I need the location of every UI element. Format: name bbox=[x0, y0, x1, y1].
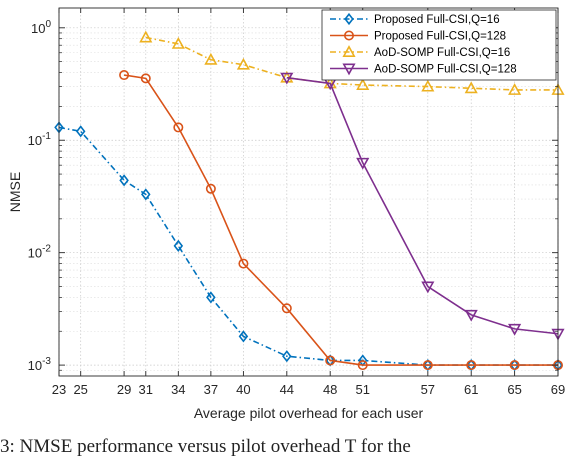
series-line bbox=[286, 76, 559, 335]
grid-minor bbox=[59, 32, 558, 371]
data-point bbox=[139, 30, 153, 43]
data-point bbox=[119, 174, 129, 187]
y-tick-label: 10-3 bbox=[28, 356, 52, 373]
data-point bbox=[282, 350, 292, 363]
data-point bbox=[356, 78, 370, 90]
y-tick-label: 10-1 bbox=[28, 131, 52, 148]
legend-marker bbox=[342, 63, 356, 76]
y-axis-label: NMSE bbox=[7, 172, 23, 212]
data-point bbox=[421, 79, 435, 92]
legend-label: AoD-SOMP Full-CSI,Q=128 bbox=[374, 64, 517, 76]
legend-label: Proposed Full-CSI,Q=16 bbox=[374, 14, 500, 26]
data-point bbox=[281, 303, 292, 314]
x-tick-label: 29 bbox=[117, 382, 131, 397]
data-point bbox=[141, 188, 151, 201]
data-point bbox=[421, 281, 435, 294]
data-point bbox=[206, 291, 216, 304]
x-tick-label: 34 bbox=[171, 382, 185, 397]
data-point bbox=[464, 309, 478, 322]
x-tick-labels: 23 25 29 31 34 37 40 44 48 51 57 61 65 69 bbox=[52, 382, 565, 397]
legend-label: Proposed Full-CSI,Q=128 bbox=[374, 31, 506, 43]
data-point bbox=[509, 360, 520, 371]
data-point bbox=[280, 72, 294, 85]
legend-label: AoD-SOMP Full-CSI,Q=16 bbox=[374, 47, 510, 59]
data-point bbox=[205, 183, 216, 194]
legend-entry-2: Proposed Full-CSI,Q=128 bbox=[330, 30, 506, 43]
legend-entry-4: AoD-SOMP Full-CSI,Q=128 bbox=[330, 64, 517, 76]
data-point bbox=[356, 157, 370, 170]
legend-marker bbox=[344, 12, 354, 26]
data-point bbox=[204, 52, 218, 65]
legend: Proposed Full-CSI,Q=16 Proposed Full-CSI,… bbox=[321, 9, 557, 81]
legend-entry-3: AoD-SOMP Full-CSI,Q=16 bbox=[330, 45, 510, 59]
legend-marker bbox=[342, 45, 356, 57]
y-tick-label: 10-2 bbox=[28, 244, 52, 261]
x-tick-label: 40 bbox=[236, 382, 250, 397]
y-tick-label: 100 bbox=[31, 19, 51, 36]
x-tick-label: 44 bbox=[280, 382, 294, 397]
y-tick-labels: 10-3 10-2 10-1 100 bbox=[28, 19, 52, 373]
legend-entries: Proposed Full-CSI,Q=16 Proposed Full-CSI,… bbox=[330, 12, 517, 76]
data-point bbox=[422, 360, 433, 371]
data-point bbox=[119, 70, 130, 81]
grid-major bbox=[58, 8, 559, 376]
x-tick-label: 23 bbox=[52, 382, 66, 397]
nmse-chart: 23 25 29 31 34 37 40 44 48 51 57 61 65 69 10-310-210-… bbox=[7, 7, 565, 421]
x-tick-label: 69 bbox=[551, 382, 565, 397]
data-point bbox=[238, 330, 249, 343]
x-tick-label: 57 bbox=[421, 382, 435, 397]
data-point bbox=[508, 83, 522, 95]
legend-entry-1: Proposed Full-CSI,Q=16 bbox=[330, 12, 500, 26]
plot-frame bbox=[58, 7, 559, 377]
x-tick-label: 65 bbox=[507, 382, 521, 397]
series-2 bbox=[119, 70, 563, 371]
data-point bbox=[357, 360, 368, 371]
x-tick-label: 51 bbox=[356, 382, 370, 397]
x-tick-label: 61 bbox=[464, 382, 478, 397]
data-point bbox=[75, 125, 86, 138]
x-tick-label: 48 bbox=[323, 382, 337, 397]
data-point bbox=[173, 239, 184, 252]
series-line bbox=[123, 74, 558, 366]
x-tick-label: 25 bbox=[73, 382, 87, 397]
data-point bbox=[173, 122, 184, 133]
figure-caption: 3: NMSE performance versus pilot overhea… bbox=[0, 436, 411, 457]
data-point bbox=[508, 323, 522, 336]
data-point bbox=[140, 73, 151, 84]
x-tick-label: 37 bbox=[204, 382, 218, 397]
data-point bbox=[466, 360, 477, 371]
data-point bbox=[171, 36, 185, 49]
data-point bbox=[464, 81, 478, 94]
series-layer bbox=[54, 30, 565, 372]
x-tick-label: 31 bbox=[139, 382, 153, 397]
data-point bbox=[238, 258, 249, 269]
data-point bbox=[236, 57, 250, 70]
x-axis-label: Average pilot overhead for each user bbox=[194, 405, 424, 421]
legend-marker bbox=[343, 30, 354, 41]
data-point bbox=[325, 355, 336, 366]
